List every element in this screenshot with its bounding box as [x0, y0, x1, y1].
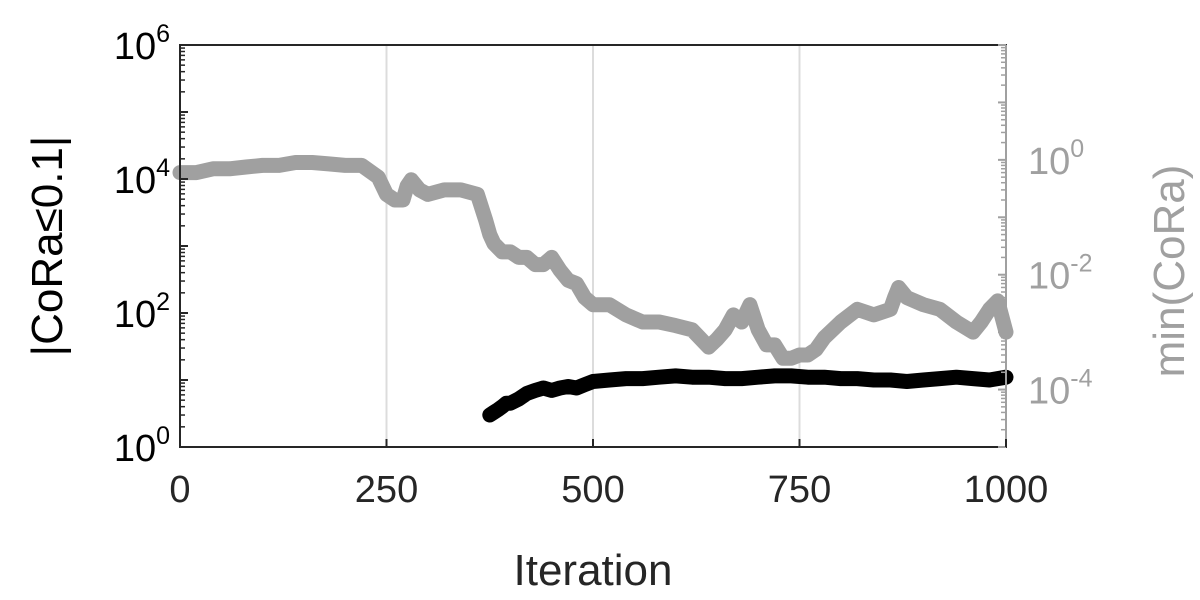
series-lines — [172, 155, 1014, 423]
left-tick-label: 106 — [114, 20, 170, 68]
left-axis-title: |CoRa≤0.1| — [23, 136, 72, 357]
left-axis: 100 102 104 106 — [114, 20, 188, 470]
right-tick-label: 10-4 — [1028, 365, 1093, 413]
x-tick-label: 500 — [561, 469, 624, 511]
series-line-min-cora — [172, 155, 1014, 366]
left-tick-label: 104 — [114, 154, 170, 202]
x-axis-title: Iteration — [514, 546, 673, 595]
left-tick-label: 102 — [114, 288, 170, 336]
right-tick-label: 100 — [1028, 135, 1084, 183]
right-axis-title: min(CoRa) — [1145, 165, 1194, 378]
x-tick-label: 0 — [169, 469, 190, 511]
right-tick-label: 10-2 — [1028, 250, 1093, 298]
x-tick-label: 1000 — [964, 469, 1049, 511]
series-line-cora-count — [482, 368, 1014, 423]
x-axis: 0 250 500 750 1000 — [169, 439, 1048, 511]
x-tick-label: 750 — [768, 469, 831, 511]
x-tick-label: 250 — [355, 469, 418, 511]
left-tick-label: 100 — [114, 422, 170, 470]
right-axis: 10-4 10-2 100 — [998, 44, 1093, 448]
